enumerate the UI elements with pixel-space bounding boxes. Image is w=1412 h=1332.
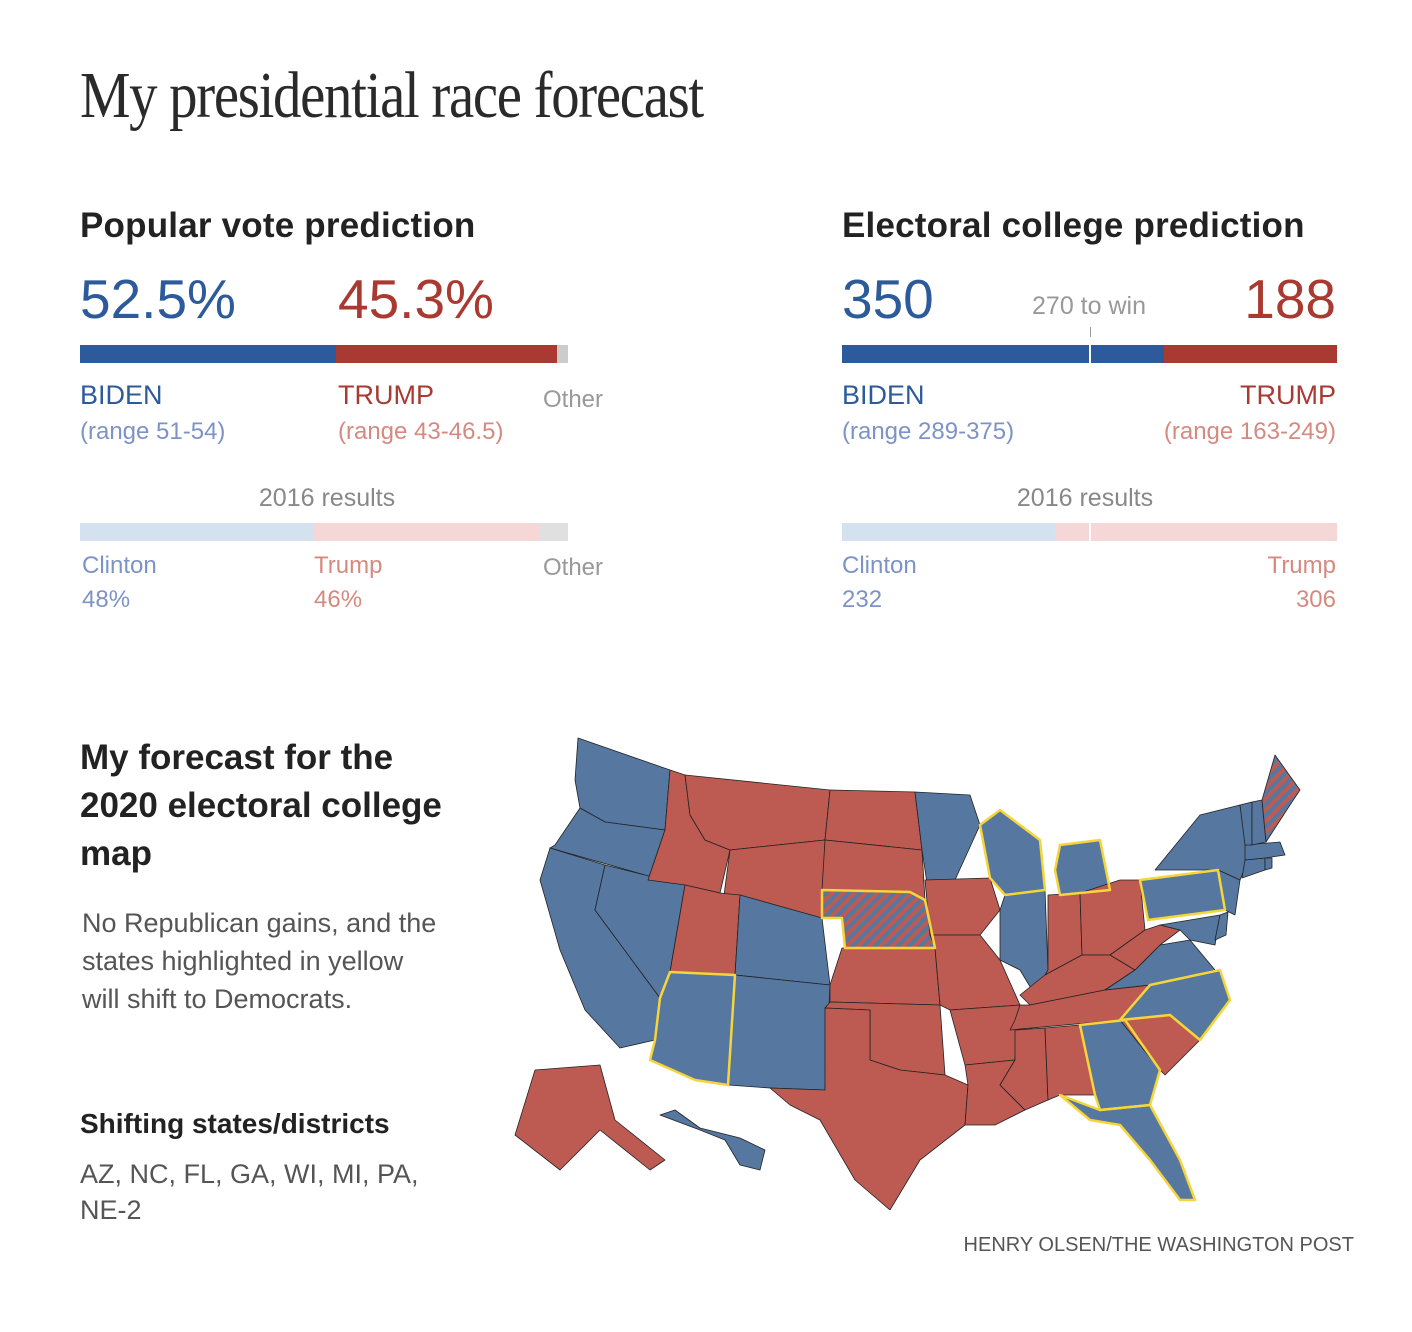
highlight-ne: [820, 888, 937, 950]
trump-ec-2016-value: 306: [1295, 586, 1336, 613]
electoral-2016-bar: [842, 523, 1337, 541]
state-de: [1214, 911, 1229, 941]
state-al: [1044, 1024, 1096, 1101]
biden-popular-pct: 52.5%: [80, 268, 236, 330]
state-ma: [1244, 841, 1286, 861]
bar-segment-clinton-ec: [842, 523, 1056, 541]
trump-2016-value: 46%: [314, 586, 363, 613]
other-2016-label: Other: [543, 554, 604, 581]
trump-electoral-votes: 188: [1244, 268, 1336, 330]
state-ia: [924, 877, 1001, 936]
popular-vote-heading: Popular vote prediction: [80, 206, 476, 245]
shifting-list: AZ, NC, FL, GA, WI, MI, PA, NE-2: [80, 1159, 419, 1225]
to-win-label: 270 to win: [1032, 292, 1146, 320]
page-title: My presidential race forecast: [80, 59, 704, 132]
state-ar: [949, 1004, 1021, 1066]
state-hi: [659, 1109, 766, 1171]
bar-segment-biden-ec: [842, 345, 1165, 363]
biden-ec-label: BIDEN: [842, 380, 925, 410]
biden-range: (range 51-54): [80, 418, 226, 445]
state-me: [1261, 754, 1301, 843]
highlight-pa: [1138, 868, 1227, 922]
bar-segment-trump-2016: [314, 523, 539, 541]
credit-line: HENRY OLSEN/THE WASHINGTON POST: [963, 1234, 1354, 1256]
bar-segment-other-2016: [538, 523, 568, 541]
trump-range: (range 43-46.5): [338, 418, 504, 445]
bar-segment-biden: [80, 345, 337, 363]
trump-label: TRUMP: [338, 380, 434, 410]
bar-segment-clinton: [80, 523, 315, 541]
state-il: [999, 889, 1049, 996]
threshold-divider-2016: [1089, 523, 1092, 541]
electoral-heading: Electoral college prediction: [842, 206, 1305, 245]
trump-ec-range: (range 163-249): [1163, 418, 1336, 445]
state-nd: [824, 789, 923, 851]
popular-2016-heading: 2016 results: [258, 484, 396, 512]
popular-vote-bar: [80, 345, 568, 363]
electoral-2016-heading: 2016 results: [1016, 484, 1154, 512]
highlight-ga: [1078, 1018, 1162, 1112]
biden-ec-range: (range 289-375): [842, 418, 1015, 445]
trump-popular-pct: 45.3%: [338, 268, 494, 330]
trump-2016-label: Trump: [314, 552, 383, 579]
highlight-mi: [1053, 838, 1112, 897]
state-ri: [1264, 857, 1273, 871]
electoral-map: [514, 737, 1301, 1210]
biden-label: BIDEN: [80, 380, 163, 410]
state-mn: [914, 791, 981, 891]
clinton-value: 48%: [82, 586, 131, 613]
bar-segment-trump-ec: [1164, 345, 1337, 363]
trump-ec-2016-label: Trump: [1267, 552, 1336, 579]
bar-segment-other: [557, 345, 568, 363]
other-label: Other: [543, 386, 604, 413]
state-ak: [514, 1064, 666, 1171]
bar-segment-trump-ec-2016: [1055, 523, 1337, 541]
map-description: No Republican gains, and the states high…: [82, 908, 437, 1014]
state-md: [1159, 914, 1221, 946]
trump-ec-label: TRUMP: [1240, 380, 1336, 410]
highlight-nc: [1118, 968, 1232, 1042]
clinton-ec-value: 232: [842, 586, 883, 613]
clinton-ec-label: Clinton: [842, 552, 917, 579]
state-mt: [684, 774, 831, 851]
shifting-heading: Shifting states/districts: [80, 1108, 390, 1139]
state-ny: [1154, 804, 1249, 881]
to-win-tick: [1090, 327, 1091, 337]
bar-segment-trump: [336, 345, 558, 363]
popular-2016-bar: [80, 523, 568, 541]
biden-electoral-votes: 350: [842, 268, 934, 330]
state-nm: [727, 974, 831, 1091]
highlight-az: [648, 970, 737, 1087]
state-ct: [1241, 857, 1266, 879]
electoral-bar: [842, 345, 1337, 363]
map-heading: My forecast for the 2020 electoral colle…: [80, 738, 442, 873]
threshold-divider: [1089, 345, 1092, 363]
clinton-label: Clinton: [82, 552, 157, 579]
state-ks: [829, 947, 941, 1006]
highlight-wi: [978, 808, 1047, 897]
